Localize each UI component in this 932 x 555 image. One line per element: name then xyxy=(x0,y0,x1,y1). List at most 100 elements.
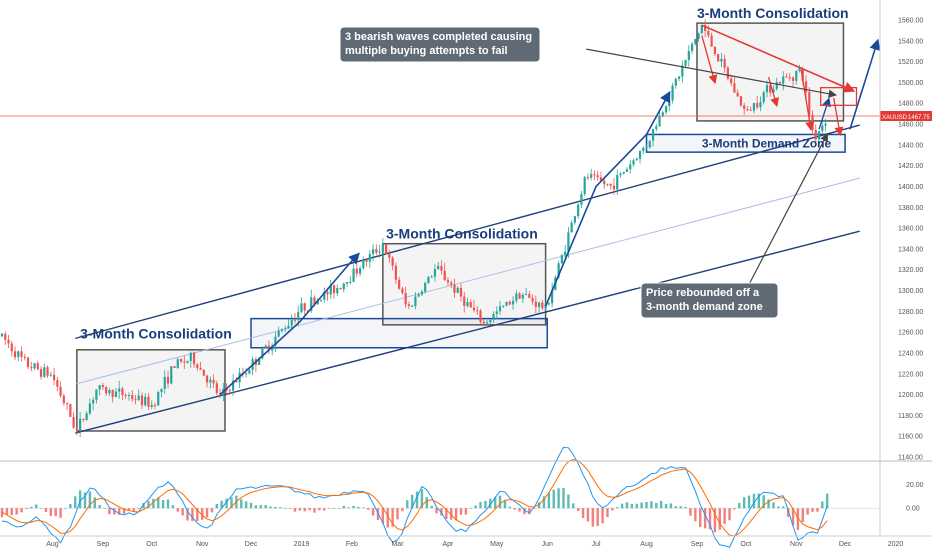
macd-histogram-bar xyxy=(313,508,316,513)
candle-body xyxy=(17,351,20,358)
macd-histogram-bar xyxy=(659,500,663,509)
macd-histogram-bar xyxy=(225,498,228,509)
macd-histogram-bar xyxy=(699,508,702,527)
candle-body xyxy=(625,169,629,172)
candle-body xyxy=(127,395,131,397)
macd-histogram-bar xyxy=(767,499,770,509)
candle-body xyxy=(287,325,290,329)
candle-body xyxy=(365,260,368,262)
candle-body xyxy=(280,329,284,331)
candle-body xyxy=(726,67,730,79)
candle-body xyxy=(619,173,622,176)
candle-body xyxy=(381,244,384,252)
macd-histogram-bar xyxy=(264,505,267,509)
macd-histogram-bar xyxy=(479,501,482,509)
candle-body xyxy=(564,251,567,256)
candle-body xyxy=(267,345,271,351)
candle-body xyxy=(593,174,596,176)
macd-histogram-bar xyxy=(30,506,33,509)
price-tick-label: 1540.00 xyxy=(898,38,923,45)
candle-body xyxy=(404,292,407,305)
macd-histogram-bar xyxy=(93,497,96,509)
candle-body xyxy=(567,232,570,252)
candle-body xyxy=(655,126,658,130)
demand-zone-1 xyxy=(645,133,846,153)
candle-body xyxy=(645,147,648,149)
candle-body xyxy=(212,379,215,384)
candle-body xyxy=(453,284,456,293)
candle-body xyxy=(772,88,775,93)
candle-body xyxy=(189,352,192,361)
macd-histogram-bar xyxy=(738,502,741,509)
price-tick-label: 1260.00 xyxy=(898,330,923,337)
macd-histogram-bar xyxy=(15,508,18,515)
macd-tick-label: 20.00 xyxy=(906,482,924,489)
candle-body xyxy=(336,288,339,294)
candle-body xyxy=(466,302,469,306)
candle-body xyxy=(166,376,170,384)
macd-histogram-bar xyxy=(645,501,648,509)
pointer-waves xyxy=(586,48,837,98)
candle-body xyxy=(534,301,537,307)
macd-histogram-bar xyxy=(127,508,131,511)
candle-body xyxy=(739,96,743,106)
price-tick-label: 1180.00 xyxy=(898,413,923,420)
macd-histogram-bar xyxy=(518,508,521,512)
time-tick-label: Oct xyxy=(740,541,751,548)
price-tick-label: 1560.00 xyxy=(898,18,923,25)
candle-body xyxy=(108,389,111,394)
time-tick-label: Aug xyxy=(46,541,59,548)
macd-histogram-bar xyxy=(503,500,507,509)
macd-histogram-bar xyxy=(489,498,492,509)
candle-body xyxy=(274,336,277,346)
candle-body xyxy=(355,268,358,274)
macd-histogram-bar xyxy=(728,508,731,521)
macd-histogram-bar xyxy=(708,508,712,530)
symbol-label: XAUUSD xyxy=(882,115,908,121)
candle-body xyxy=(638,151,642,159)
candle-body xyxy=(531,298,534,302)
macd-histogram-bar xyxy=(459,508,463,515)
candle-body xyxy=(469,302,472,308)
macd-histogram-bar xyxy=(445,508,448,520)
time-tick-label: Dec xyxy=(245,541,258,548)
candle-body xyxy=(202,369,205,376)
macd-histogram-bar xyxy=(723,508,726,524)
macd-histogram-bar xyxy=(469,507,472,509)
macd-histogram-bar xyxy=(762,495,765,509)
bearish-wave-3 xyxy=(800,69,815,132)
macd-histogram-bar xyxy=(425,497,428,509)
candle-body xyxy=(495,311,498,315)
candle-body xyxy=(489,319,492,323)
candle-body xyxy=(26,357,30,368)
time-tick-label: Feb xyxy=(346,541,358,548)
macd-histogram-bar xyxy=(718,508,721,530)
price-tick-label: 1340.00 xyxy=(898,246,923,253)
candle-body xyxy=(163,376,166,389)
candle-body xyxy=(551,290,554,304)
candle-body xyxy=(62,395,65,404)
candle-body xyxy=(622,171,625,174)
candle-body xyxy=(258,358,261,366)
candle-body xyxy=(69,404,72,417)
macd-histogram-bar xyxy=(64,508,67,509)
candle-body xyxy=(437,265,440,270)
candle-body xyxy=(668,100,671,107)
candle-body xyxy=(33,363,36,369)
arrow-projection-up xyxy=(849,38,881,130)
macd-histogram-bar xyxy=(576,508,580,511)
trend-channel xyxy=(75,124,860,434)
candle-body xyxy=(339,288,342,290)
macd-histogram-bar xyxy=(601,508,604,524)
macd-histogram-bar xyxy=(640,502,643,509)
annotation-waves-text: multiple buying attempts to fail xyxy=(345,45,508,57)
candle-body xyxy=(215,383,218,393)
macd-histogram-bar xyxy=(161,500,165,509)
candle-body xyxy=(717,54,720,62)
macd-histogram-bar xyxy=(54,508,57,517)
candle-body xyxy=(775,82,778,89)
candle-body xyxy=(85,413,88,420)
candle-body xyxy=(782,76,785,84)
candle-body xyxy=(752,102,756,111)
candle-body xyxy=(92,399,95,404)
